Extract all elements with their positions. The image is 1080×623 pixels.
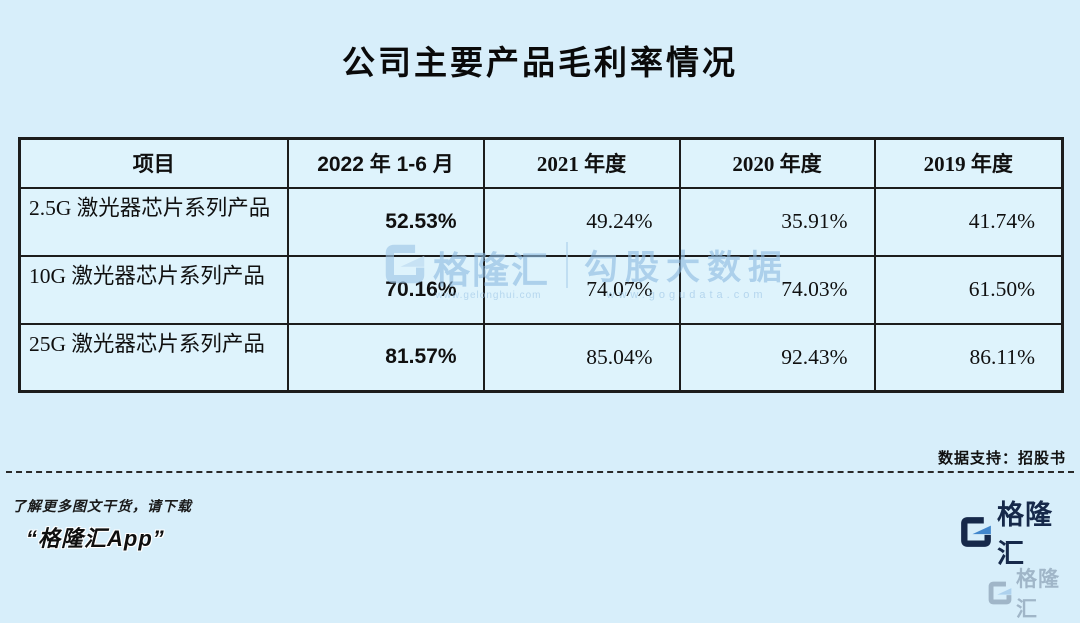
table-row: 25G 激光器芯片系列产品 81.57% 85.04% 92.43% 86.11… xyxy=(18,322,1064,393)
row-label: 25G 激光器芯片系列产品 xyxy=(18,322,289,393)
gross-margin-table: 项目 2022 年 1-6 月 2021 年度 2020 年度 2019 年度 … xyxy=(18,137,1064,393)
header-2019: 2019 年度 xyxy=(873,137,1064,189)
header-2021: 2021 年度 xyxy=(482,137,681,189)
infographic-page: { "title": "公司主要产品毛利率情况", "table": { "he… xyxy=(6,44,1074,621)
footer-logo-main: 格隆汇 xyxy=(959,493,1077,571)
footer-brand-logo: 格隆汇 格隆汇 xyxy=(959,493,1077,623)
cell-value: 35.91% xyxy=(678,186,876,257)
header-2020: 2020 年度 xyxy=(678,137,876,189)
cell-value: 81.57% xyxy=(286,322,485,393)
cell-value: 49.24% xyxy=(482,186,681,257)
table-row: 10G 激光器芯片系列产品 70.16% 74.07% 74.03% 61.50… xyxy=(18,254,1064,325)
data-source-note: 数据支持：招股书 xyxy=(937,450,1066,467)
footer-logo-echo: 格隆汇 xyxy=(987,563,1077,623)
cell-value: 92.43% xyxy=(678,322,876,393)
row-label: 10G 激光器芯片系列产品 xyxy=(18,254,289,325)
cell-value: 74.07% xyxy=(482,254,681,325)
header-item: 项目 xyxy=(18,137,289,189)
dashed-divider xyxy=(6,471,1074,473)
header-2022: 2022 年 1-6 月 xyxy=(286,137,485,189)
cell-value: 41.74% xyxy=(873,186,1064,257)
gelonghui-logo-icon xyxy=(959,515,993,549)
row-label: 2.5G 激光器芯片系列产品 xyxy=(18,186,289,257)
footer-brand-echo-text: 格隆汇 xyxy=(1016,568,1060,621)
gelonghui-logo-icon xyxy=(987,580,1013,606)
page-title: 公司主要产品毛利率情况 xyxy=(342,44,738,81)
cell-value: 86.11% xyxy=(873,322,1064,393)
footer-brand-text: 格隆汇 xyxy=(997,500,1053,569)
cell-value: 74.03% xyxy=(678,254,876,325)
table-header-row: 项目 2022 年 1-6 月 2021 年度 2020 年度 2019 年度 xyxy=(18,137,1064,189)
promo-text: 了解更多图文干货，请下载 xyxy=(12,498,192,514)
cell-value: 85.04% xyxy=(482,322,681,393)
cell-value: 61.50% xyxy=(873,254,1064,325)
app-name-text: “格隆汇App” xyxy=(26,526,165,551)
cell-value: 70.16% xyxy=(286,254,485,325)
cell-value: 52.53% xyxy=(286,186,485,257)
footer-promo: 了解更多图文干货，请下载 “格隆汇App” xyxy=(12,496,192,553)
table-row: 2.5G 激光器芯片系列产品 52.53% 49.24% 35.91% 41.7… xyxy=(18,186,1064,257)
